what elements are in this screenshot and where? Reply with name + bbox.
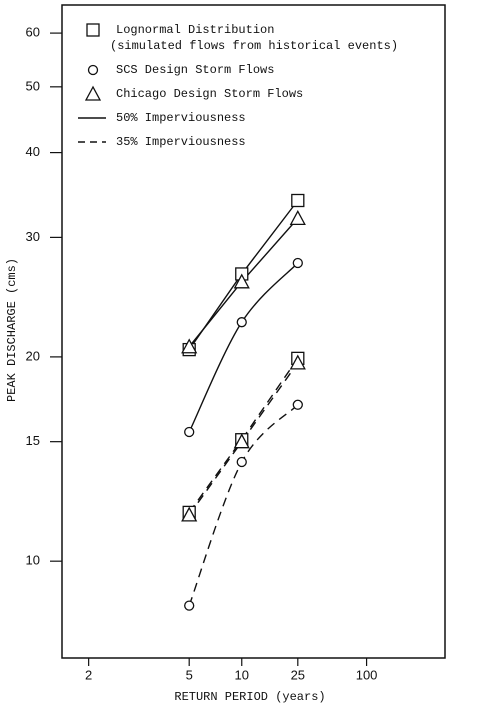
legend-label: 35% Imperviousness [116,135,246,149]
point-marker [292,257,303,269]
x-tick-label: 2 [85,667,92,682]
point-marker [291,193,305,208]
y-tick-label: 50 [26,78,40,93]
legend-label: SCS Design Storm Flows [116,63,274,77]
y-tick-label: 10 [26,553,40,568]
point-marker [236,317,247,328]
x-tick-label: 25 [291,667,305,682]
y-tick-label: 30 [26,229,40,244]
x-tick-label: 10 [235,667,249,682]
legend-marker [84,85,102,101]
point-marker [184,600,195,611]
point-marker [292,399,303,410]
legend-label: (simulated flows from historical events) [110,39,398,53]
legend-label: Chicago Design Storm Flows [116,87,303,101]
point-marker [233,273,250,289]
legend-label: Lognormal Distribution [116,23,274,37]
point-marker [184,426,195,438]
x-tick-label: 5 [186,667,193,682]
plot-frame [61,4,446,659]
point-marker [236,456,247,468]
point-marker [181,338,198,354]
series-line [188,357,299,513]
y-tick-label: 15 [26,433,40,448]
legend-label: 50% Imperviousness [116,111,246,125]
y-tick-label: 40 [26,144,40,159]
series-line [188,404,299,606]
legend-marker [86,23,100,37]
x-tick-label: 100 [356,667,378,682]
y-axis-title: PEAK DISCHARGE (cms) [5,258,19,402]
point-marker [289,354,306,370]
y-tick-label: 60 [26,25,40,40]
point-marker [233,433,250,449]
point-marker [289,209,306,226]
x-axis-title: RETURN PERIOD (years) [174,690,325,704]
y-tick-label: 20 [26,348,40,363]
point-marker [181,506,198,522]
legend-marker [87,64,99,76]
